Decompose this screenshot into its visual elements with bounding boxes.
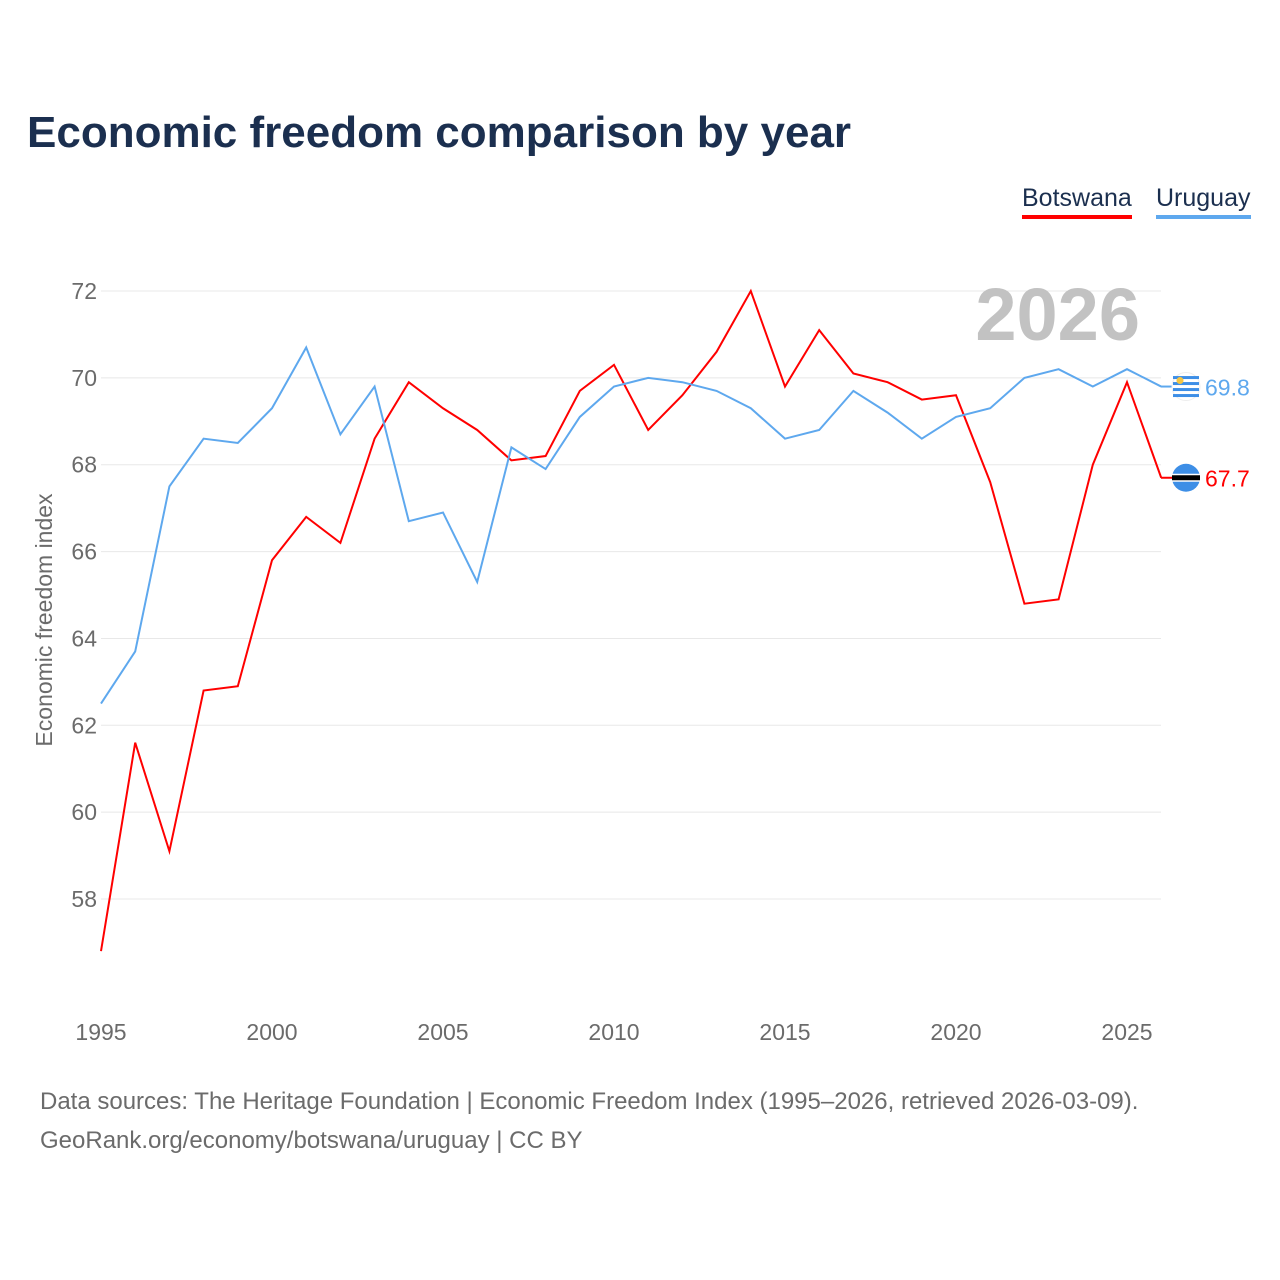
x-tick-label: 2010 <box>588 1019 639 1045</box>
legend-botswana[interactable]: Botswana <box>1022 184 1132 219</box>
x-tick-label: 2000 <box>246 1019 297 1045</box>
x-tick-label: 2025 <box>1101 1019 1152 1045</box>
flag-stripe <box>1173 394 1199 398</box>
series-line-uruguay <box>100 345 1162 705</box>
y-tick-label: 68 <box>71 452 97 478</box>
y-tick-label: 72 <box>71 278 97 304</box>
year-badge: 2026 <box>975 273 1140 356</box>
source-text: Data sources: The Heritage Foundation | … <box>40 1088 1139 1115</box>
x-tick-label: 2020 <box>930 1019 981 1045</box>
legend-uruguay[interactable]: Uruguay <box>1156 184 1251 219</box>
y-tick-label: 70 <box>71 365 97 391</box>
y-axis-label: Economic freedom index <box>31 493 57 747</box>
y-tick-label: 62 <box>71 712 97 738</box>
flag-stripe <box>1172 475 1200 481</box>
y-tick-label: 66 <box>71 539 97 565</box>
x-tick-label: 1995 <box>75 1019 126 1045</box>
source-link[interactable]: GeoRank.org/economy/botswana/uruguay | C… <box>40 1127 583 1154</box>
y-tick-label: 58 <box>71 886 97 912</box>
end-value-label-uruguay: 69.8 <box>1205 375 1250 401</box>
x-tick-label: 2015 <box>759 1019 810 1045</box>
y-tick-label: 60 <box>71 799 97 825</box>
y-tick-label: 64 <box>71 625 97 651</box>
flag-stripe <box>1173 388 1199 392</box>
flag-sun <box>1176 377 1184 385</box>
flag-stripe <box>1173 376 1199 380</box>
series-line-botswana <box>100 288 1163 952</box>
chart-title: Economic freedom comparison by year <box>27 108 852 157</box>
flag-stripe <box>1173 382 1199 386</box>
end-value-label-botswana: 67.7 <box>1205 466 1250 492</box>
x-tick-label: 2005 <box>417 1019 468 1045</box>
